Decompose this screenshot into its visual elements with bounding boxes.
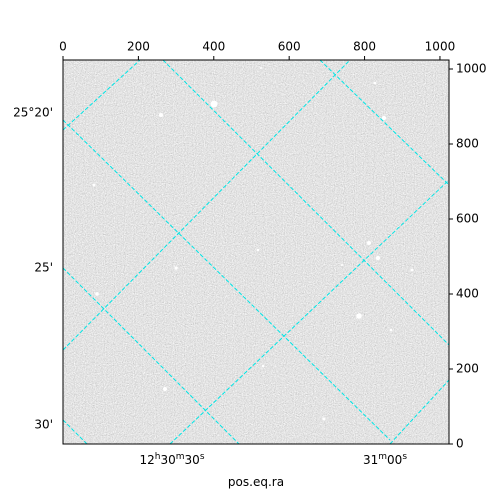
y-tick-label: 200 xyxy=(456,362,479,376)
y-tick-label: 600 xyxy=(456,212,479,226)
y-tick-label: 400 xyxy=(456,287,479,301)
x-tick-label: 400 xyxy=(202,40,225,54)
y-tick-label: 800 xyxy=(456,137,479,151)
plot-frame xyxy=(62,59,450,445)
x-tick-label: 800 xyxy=(353,40,376,54)
grid-line xyxy=(169,179,449,444)
x-tick-label: 200 xyxy=(127,40,150,54)
x-tick-label: 1000 xyxy=(425,40,456,54)
dec-tick-label: 30' xyxy=(34,418,53,432)
x-tick-label: 600 xyxy=(278,40,301,54)
grid-line xyxy=(63,60,351,351)
stars xyxy=(92,67,414,421)
ra-tick-label: 12h30m30s xyxy=(139,452,204,467)
ra-tick-label: 31m00s xyxy=(363,452,407,467)
dec-tick-label: 25' xyxy=(34,261,53,275)
x-axis-label: pos.eq.ra xyxy=(228,475,284,489)
sky-image xyxy=(63,60,449,444)
y-tick-label: 0 xyxy=(456,437,464,451)
grid-line xyxy=(389,379,449,444)
grid-line xyxy=(63,267,240,444)
grid-line xyxy=(162,60,449,346)
grid-line xyxy=(63,119,391,441)
dec-tick-label: 25°20' xyxy=(13,106,53,120)
y-tick-label: 1000 xyxy=(456,62,487,76)
x-tick-label: 0 xyxy=(59,40,67,54)
grid-line xyxy=(63,60,141,131)
